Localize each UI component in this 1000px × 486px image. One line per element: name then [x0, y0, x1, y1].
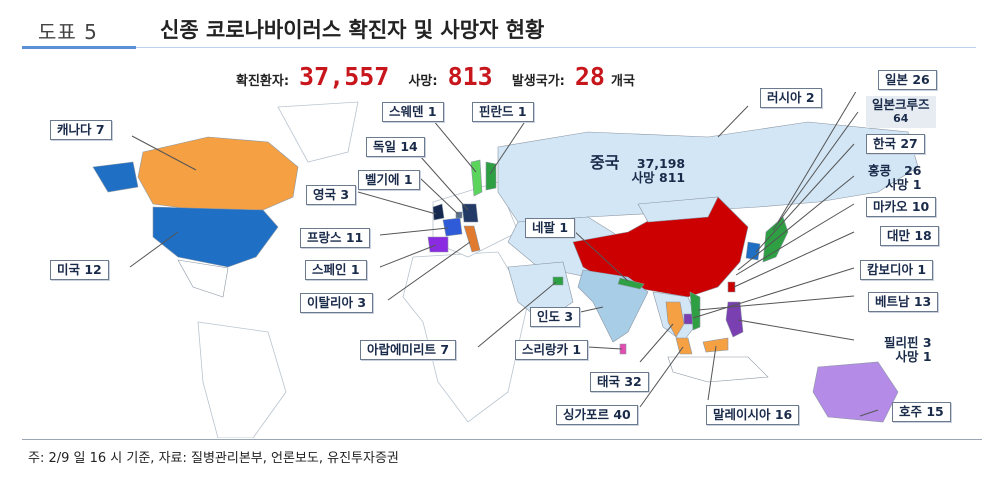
figure-number: 도표 5 — [38, 20, 98, 44]
label-france: 프랑스 11 — [300, 228, 371, 248]
label-finland: 핀란드 1 — [472, 102, 534, 122]
label-uk: 영국 3 — [306, 185, 357, 205]
figure-header: 도표 5 신종 코로나바이러스 확진자 및 사망자 현황 — [0, 0, 1000, 60]
malaysia-shape — [675, 337, 729, 355]
world-landmass — [197, 101, 529, 438]
canada-shape — [137, 136, 299, 211]
label-japan-cruise: 일본크루즈 64 — [866, 96, 936, 128]
hongkong-deaths: 사망 1 — [885, 177, 922, 192]
spain-shape — [427, 236, 449, 253]
greenland-shape — [277, 101, 359, 163]
label-hongkong: 홍콩 26 사망 1 — [862, 162, 927, 194]
label-japan: 일본 26 — [878, 70, 937, 90]
label-australia: 호주 15 — [892, 402, 951, 422]
label-uae: 아랍에미리트 7 — [360, 340, 457, 360]
srilanka-shape — [619, 343, 627, 355]
header-accent-line — [22, 46, 136, 49]
france-shape — [442, 217, 463, 237]
label-italy: 이탈리아 3 — [300, 293, 374, 313]
china-count: 37,198 — [636, 156, 686, 171]
usa-shape — [152, 206, 279, 268]
label-canada: 캐나다 7 — [50, 120, 112, 140]
footnote: 주: 2/9 일 16 시 기준, 자료: 질병관리본부, 언론보도, 유진투자… — [28, 451, 399, 466]
label-germany: 독일 14 — [366, 137, 425, 157]
cruise-count: 64 — [893, 112, 909, 125]
figure-title: 신종 코로나바이러스 확진자 및 사망자 현황 — [160, 18, 545, 42]
label-belgium: 벨기에 1 — [358, 170, 420, 190]
mexico-shape — [177, 259, 229, 298]
footnote-divider — [22, 439, 982, 440]
label-philippines: 필리핀 3 사망 1 — [878, 334, 938, 366]
deaths-value: 813 — [447, 62, 493, 91]
summary-stats: 확진환자: 37,557 사망: 813 발생국가: 28 개국 — [236, 62, 635, 92]
philippines-shape — [725, 301, 744, 338]
countries-value: 28 — [574, 62, 605, 91]
label-singapore: 싱가포르 40 — [556, 405, 638, 425]
label-usa: 미국 12 — [50, 260, 109, 280]
countries-label: 발생국가: — [511, 74, 565, 89]
australia-shape — [812, 361, 899, 423]
label-china: 중국 37,198 사망 811 — [584, 154, 691, 187]
thailand-shape — [665, 301, 685, 338]
country-fills — [92, 121, 919, 423]
label-taiwan: 대만 18 — [880, 226, 939, 246]
uk-shape — [432, 203, 445, 221]
countries-unit: 개국 — [610, 74, 635, 89]
finland-shape — [485, 161, 497, 191]
label-srilanka: 스리랑카 1 — [515, 340, 589, 360]
label-macau: 마카오 10 — [866, 197, 937, 217]
china-deaths: 사망 811 — [631, 170, 686, 185]
philippines-name: 필리핀 3 — [884, 335, 932, 350]
hongkong-count: 26 — [904, 163, 922, 178]
label-vietnam: 베트남 13 — [868, 292, 939, 312]
south-america-shape — [197, 321, 287, 438]
indonesia-shape — [667, 356, 769, 383]
alaska-shape — [92, 161, 139, 193]
label-russia: 러시아 2 — [760, 88, 822, 108]
world-map — [92, 92, 919, 438]
taiwan-shape — [727, 281, 736, 293]
nepal-shape — [617, 277, 645, 290]
label-malaysia: 말레이시아 16 — [706, 405, 800, 425]
label-india: 인도 3 — [530, 307, 581, 327]
mongolia-shape — [637, 196, 719, 223]
label-thailand: 태국 32 — [590, 372, 649, 392]
cruise-name: 일본크루즈 — [872, 97, 930, 112]
india-shape — [577, 269, 649, 343]
hongkong-name: 홍콩 — [868, 163, 892, 178]
leader-lines — [129, 92, 879, 417]
china-name: 중국 — [590, 153, 620, 172]
label-sweden: 스웨덴 1 — [382, 102, 444, 122]
label-spain: 스페인 1 — [305, 260, 367, 280]
label-cambodia: 캄보디아 1 — [860, 260, 934, 280]
philippines-deaths: 사망 1 — [895, 349, 932, 364]
confirmed-value: 37,557 — [299, 62, 390, 91]
label-nepal: 네팔 1 — [525, 218, 576, 238]
italy-shape — [463, 225, 481, 253]
africa-shape — [402, 251, 529, 423]
vietnam-shape — [689, 291, 701, 331]
confirmed-label: 확진환자: — [236, 74, 290, 89]
header-divider — [136, 47, 976, 48]
label-korea: 한국 27 — [866, 134, 925, 154]
deaths-label: 사망: — [408, 74, 438, 89]
